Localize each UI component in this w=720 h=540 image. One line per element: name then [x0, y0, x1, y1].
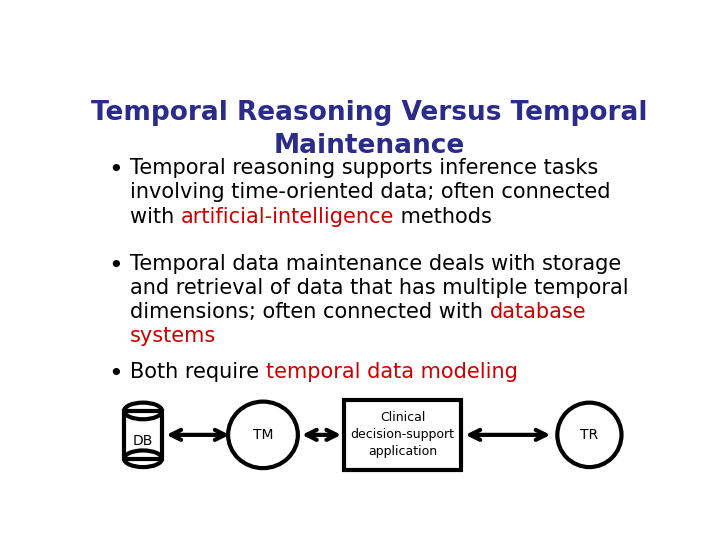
Text: methods: methods — [395, 207, 492, 227]
Text: •: • — [108, 254, 122, 278]
Bar — [344, 400, 461, 470]
Text: •: • — [108, 362, 122, 386]
Text: •: • — [108, 158, 122, 183]
Text: database: database — [490, 302, 586, 322]
Text: and retrieval of data that has multiple temporal: and retrieval of data that has multiple … — [130, 278, 629, 298]
Text: TM: TM — [253, 428, 273, 442]
Bar — [124, 411, 162, 459]
Text: TR: TR — [580, 428, 598, 442]
Text: DB: DB — [132, 434, 153, 448]
Text: with: with — [130, 207, 181, 227]
Text: Temporal reasoning supports inference tasks: Temporal reasoning supports inference ta… — [130, 158, 598, 178]
Text: Both require: Both require — [130, 362, 266, 382]
Text: Temporal data maintenance deals with storage: Temporal data maintenance deals with sto… — [130, 254, 621, 274]
Text: involving time-oriented data; often connected: involving time-oriented data; often conn… — [130, 183, 611, 202]
Text: systems: systems — [130, 326, 217, 346]
Text: Clinical
decision-support
application: Clinical decision-support application — [351, 411, 454, 458]
Text: dimensions; often connected with: dimensions; often connected with — [130, 302, 490, 322]
Text: Temporal Reasoning Versus Temporal
Maintenance: Temporal Reasoning Versus Temporal Maint… — [91, 100, 647, 159]
Text: temporal data modeling: temporal data modeling — [266, 362, 518, 382]
Text: artificial-intelligence: artificial-intelligence — [181, 207, 395, 227]
